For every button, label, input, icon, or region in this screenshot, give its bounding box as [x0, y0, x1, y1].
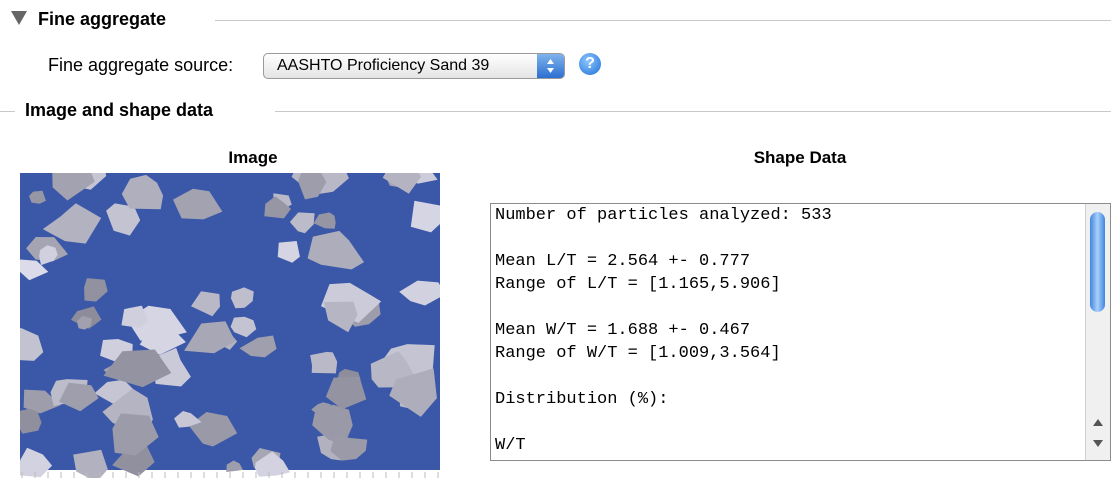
grain [121, 305, 149, 328]
section-title: Fine aggregate [38, 9, 167, 29]
text-block: W/T [495, 434, 832, 457]
grain [188, 412, 238, 447]
shape-title: Shape Data [753, 148, 847, 167]
grain [323, 301, 358, 333]
text-line: Range of L/T = [1.165,5.906] [495, 275, 781, 294]
grain [112, 445, 155, 477]
grain [76, 315, 93, 330]
grain [313, 212, 336, 229]
grain [230, 287, 254, 309]
grain [84, 278, 108, 302]
aggregate-image [20, 173, 440, 478]
subsection-title: Image and shape data [25, 100, 214, 120]
text-block: Distribution (%): [495, 388, 832, 411]
image-title: Image [228, 148, 278, 167]
text-line: Mean W/T = 1.688 +- 0.467 [495, 321, 751, 340]
grain [311, 402, 333, 417]
grain [112, 413, 159, 456]
text-line: W/T [495, 436, 526, 455]
text-block: Number of particles analyzed: 533 [495, 204, 832, 227]
grain [42, 203, 102, 244]
grain [59, 382, 99, 412]
grain [121, 174, 164, 210]
grain [307, 230, 364, 270]
scroll-thumb [1090, 212, 1105, 312]
grain [39, 245, 58, 266]
text-block: Mean L/T = 2.564 +- 0.777 Range of L/T = … [495, 250, 832, 296]
grain [20, 447, 53, 478]
grain [73, 449, 108, 478]
source-select[interactable]: AASHTO Proficiency Sand 39 [263, 53, 565, 79]
select-stepper [537, 54, 564, 78]
grain [330, 435, 368, 461]
separator [0, 111, 15, 112]
help-button[interactable]: ? [579, 53, 601, 75]
text-line: Distribution (%): [495, 390, 669, 409]
text-line: Range of W/T = [1.009,3.564] [495, 344, 781, 363]
scrollbar[interactable] [1085, 204, 1110, 460]
shape-text: Number of particles analyzed: 533 Mean L/… [495, 204, 832, 460]
grain [20, 408, 42, 434]
shape-data-textarea[interactable]: Number of particles analyzed: 533 Mean L/… [490, 203, 1111, 461]
grain [399, 280, 440, 306]
select-value: AASHTO Proficiency Sand 39 [277, 57, 490, 74]
grain [226, 460, 243, 472]
separator [275, 111, 1111, 112]
separator [215, 20, 1111, 21]
grain [310, 351, 338, 374]
grain [191, 291, 220, 317]
grain [382, 173, 421, 194]
grain [173, 188, 223, 220]
grain [410, 200, 440, 233]
grain [103, 349, 172, 388]
grain [174, 411, 202, 428]
grain [29, 190, 46, 204]
source-label: Fine aggregate source: [48, 55, 234, 75]
grain [277, 241, 300, 263]
grain [20, 259, 49, 281]
grain [20, 328, 44, 361]
grain [52, 173, 95, 201]
grain [254, 451, 291, 477]
grain [298, 173, 327, 200]
grain [289, 212, 315, 234]
grain [106, 203, 141, 236]
grain [325, 376, 367, 410]
grain [230, 316, 257, 338]
grain [389, 368, 437, 417]
disclosure-triangle[interactable] [10, 10, 28, 26]
text-block: Mean W/T = 1.688 +- 0.467 Range of W/T = … [495, 319, 832, 365]
text-line: Mean L/T = 2.564 +- 0.777 [495, 252, 751, 271]
text-line: Number of particles analyzed: 533 [495, 206, 832, 225]
grain [239, 335, 277, 358]
grain [184, 321, 236, 354]
grain [264, 196, 291, 219]
grain [23, 389, 61, 414]
